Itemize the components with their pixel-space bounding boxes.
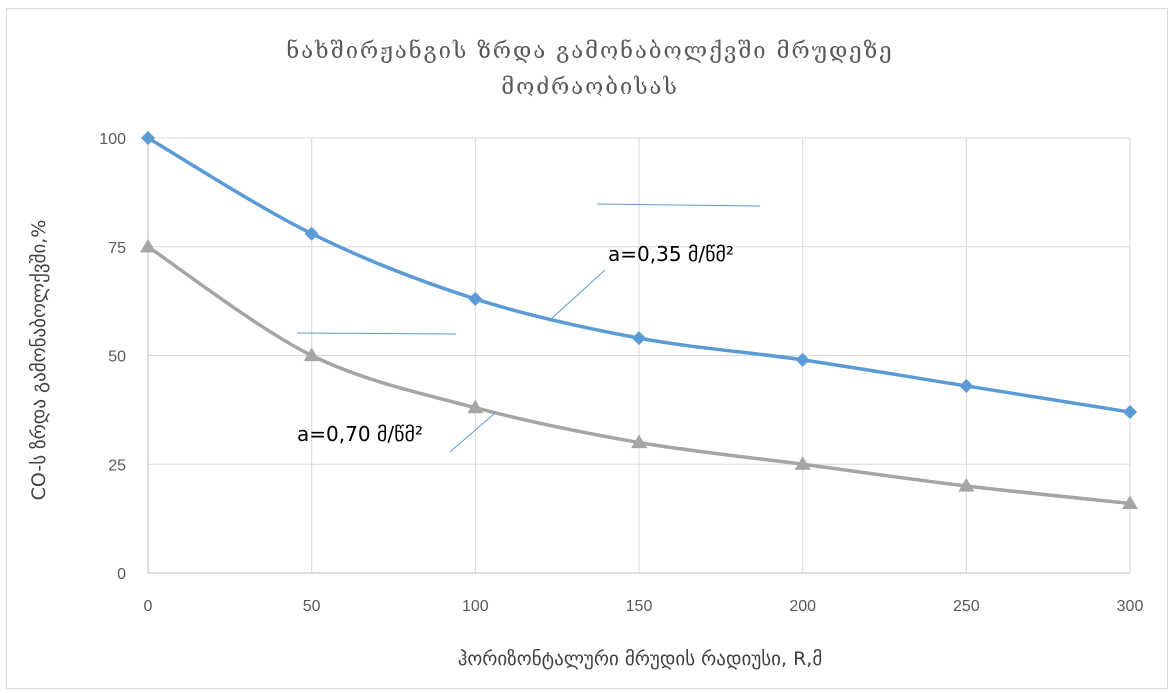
data-point-diamond [304,226,319,241]
annotation-2-underline [296,332,457,335]
data-point-diamond [632,331,646,346]
data-point-diamond [959,378,974,393]
axes [147,138,1130,574]
data-point-triangle [467,399,484,414]
data-point-diamond [141,131,155,145]
annotation-1-leader [549,269,606,321]
data-point-triangle [794,456,811,470]
tick-labels: 0 25 50 75 100 0 50 100 150 200 250 300 [99,131,1143,615]
data-point-diamond [468,291,483,306]
y-axis-title: CO-ს ზრდა გამონაბოლქვში,% [28,220,50,501]
y-tick-label: 100 [99,131,126,148]
annotation-1-underline [596,203,761,207]
x-tick-label: 50 [303,598,321,615]
x-tick-label: 0 [144,598,153,615]
x-axis-title: ჰორიზონტალური მრუდის რადიუსი, R,მ [458,648,823,670]
data-point-triangle [1122,495,1138,509]
data-point-triangle [631,434,647,449]
data-point-triangle [303,347,320,362]
chart-title-line-1: ნახშირჟანგის ზრდა გამონაბოლქვში მრუდეზე [286,38,893,64]
data-point-triangle [958,478,975,492]
y-tick-label: 50 [108,349,126,366]
chart-frame [6,8,1168,689]
annotation-1-label: a=0,35 მ/წმ² [608,242,734,266]
y-tick-label: 25 [108,457,126,474]
x-tick-label: 300 [1117,598,1144,615]
data-point-diamond [795,352,810,367]
annotation-2-leader [449,412,496,453]
y-tick-label: 75 [108,240,126,257]
x-tick-label: 200 [789,598,816,615]
series [140,131,1138,509]
data-point-diamond [1123,405,1137,420]
annotations: a=0,35 მ/წმ² a=0,70 მ/წმ² [296,203,761,453]
y-tick-label: 0 [117,566,126,583]
x-tick-label: 100 [462,598,489,615]
chart-title-line-2: მოძრაობისას [501,75,679,100]
data-point-triangle [140,238,156,253]
x-tick-label: 250 [953,598,980,615]
x-tick-label: 150 [626,598,653,615]
annotation-2-label: a=0,70 მ/წმ² [297,422,423,446]
grid [148,137,1131,573]
